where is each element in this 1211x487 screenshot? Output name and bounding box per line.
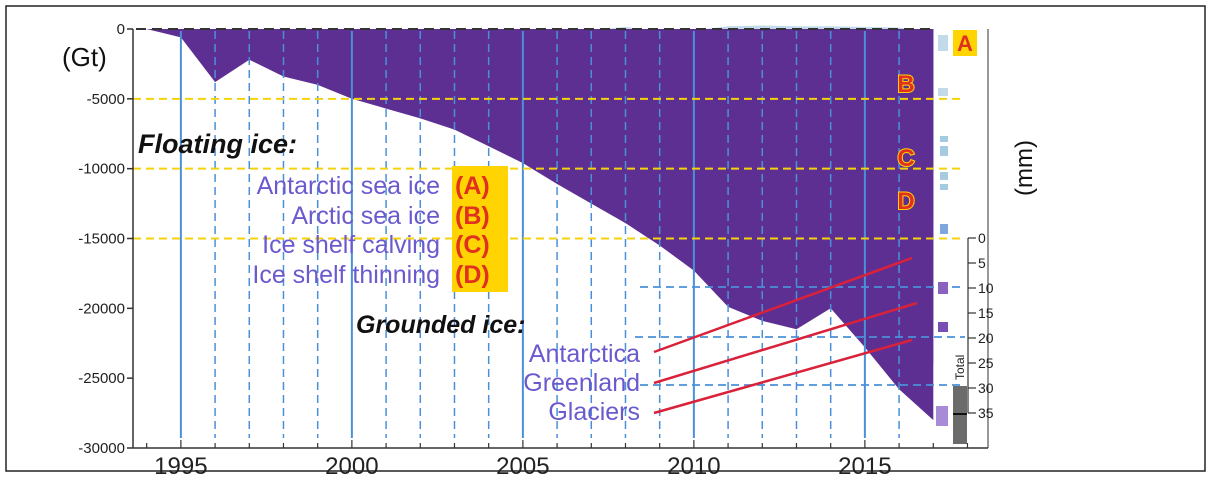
mm-tick-label-6: 30 xyxy=(978,380,994,396)
right-ticks: 0 5 10 15 20 25 30 35 xyxy=(967,230,994,421)
marker-c1 xyxy=(940,136,948,142)
y-tick-label-3: -15000 xyxy=(78,231,125,248)
chart-border xyxy=(5,5,1206,472)
floating-label-b-text: Arctic sea ice xyxy=(291,202,440,230)
marker-a xyxy=(938,35,948,51)
floating-label-c-code: (C) xyxy=(455,231,490,259)
floating-label-a-code: (A) xyxy=(455,172,490,200)
floating-label-d-code: (D) xyxy=(455,261,490,289)
area-series-7 xyxy=(146,29,934,421)
marker-e xyxy=(938,282,948,294)
y-tick-label-1: -5000 xyxy=(87,91,125,108)
marker-c2 xyxy=(940,146,948,156)
x-ticks: 1995 2000 2005 2010 2015 xyxy=(146,440,969,480)
x-tick-label-0: 1995 xyxy=(154,453,207,480)
mm-tick-label-1: 5 xyxy=(978,255,986,271)
area-letter-b-text: B xyxy=(897,71,914,98)
horizontal-guides xyxy=(133,97,965,386)
x-tick-label-1: 2000 xyxy=(325,453,378,480)
floating-label-d: Ice shelf thinning (D) xyxy=(252,261,489,289)
marker-d2 xyxy=(940,184,948,190)
grounded-label-greenland: Greenland xyxy=(523,369,640,397)
floating-ice-header: Floating ice: xyxy=(138,129,297,159)
area-letter-a-text: A xyxy=(957,31,973,56)
floating-label-a-text: Antarctic sea ice xyxy=(257,172,440,200)
total-label: Total xyxy=(953,355,967,380)
x-tick-label-3: 2010 xyxy=(667,453,720,480)
y-ticks: 0 -5000 -10000 -15000 -20000 -25000 -30000 xyxy=(78,21,133,457)
mm-tick-label-7: 35 xyxy=(978,405,994,421)
area-letter-d-text: D xyxy=(897,188,914,215)
area-letter-c: C xyxy=(896,144,915,173)
area-letter-a: A xyxy=(953,30,977,56)
area-letter-b: B xyxy=(896,70,915,99)
right-axis-label: (mm) xyxy=(1011,140,1038,196)
floating-label-c-text: Ice shelf calving xyxy=(262,231,440,259)
y-tick-label-0: 0 xyxy=(117,21,125,38)
y-tick-label-5: -25000 xyxy=(78,370,125,387)
floating-label-a: Antarctic sea ice (A) xyxy=(257,172,490,200)
floating-codes-highlight xyxy=(452,166,508,292)
marker-g xyxy=(936,406,948,426)
y-tick-label-2: -10000 xyxy=(78,161,125,178)
leader-line-glaciers xyxy=(653,338,913,415)
y-tick-label-6: -30000 xyxy=(78,440,125,457)
grounded-label-glaciers: Glaciers xyxy=(548,398,640,426)
legend-markers: Total xyxy=(936,35,967,444)
marker-d1 xyxy=(940,172,948,180)
mm-tick-label-5: 25 xyxy=(978,355,994,371)
leader-line-greenland xyxy=(653,301,918,385)
marker-f xyxy=(938,322,948,332)
floating-label-b: Arctic sea ice (B) xyxy=(291,202,489,230)
floating-label-b-code: (B) xyxy=(455,202,490,230)
floating-label-d-text: Ice shelf thinning xyxy=(252,261,440,289)
y-axis-label: (Gt) xyxy=(62,42,107,72)
leader-line-antarctica xyxy=(653,256,913,354)
mm-tick-label-0: 0 xyxy=(978,230,986,246)
mm-tick-label-4: 20 xyxy=(978,330,994,346)
area-letter-d: D xyxy=(896,187,915,216)
y-tick-label-4: -20000 xyxy=(78,300,125,317)
grounded-label-antarctica: Antarctica xyxy=(529,340,640,368)
area-letter-c-text: C xyxy=(897,145,914,172)
x-tick-label-2: 2005 xyxy=(496,453,549,480)
mm-tick-label-3: 15 xyxy=(978,305,994,321)
marker-b1 xyxy=(938,88,948,96)
floating-label-c: Ice shelf calving (C) xyxy=(262,231,490,259)
marker-d3 xyxy=(940,224,948,234)
grounded-ice-header: Grounded ice: xyxy=(356,311,525,339)
x-tick-label-4: 2015 xyxy=(838,453,891,480)
mm-tick-label-2: 10 xyxy=(978,280,994,296)
